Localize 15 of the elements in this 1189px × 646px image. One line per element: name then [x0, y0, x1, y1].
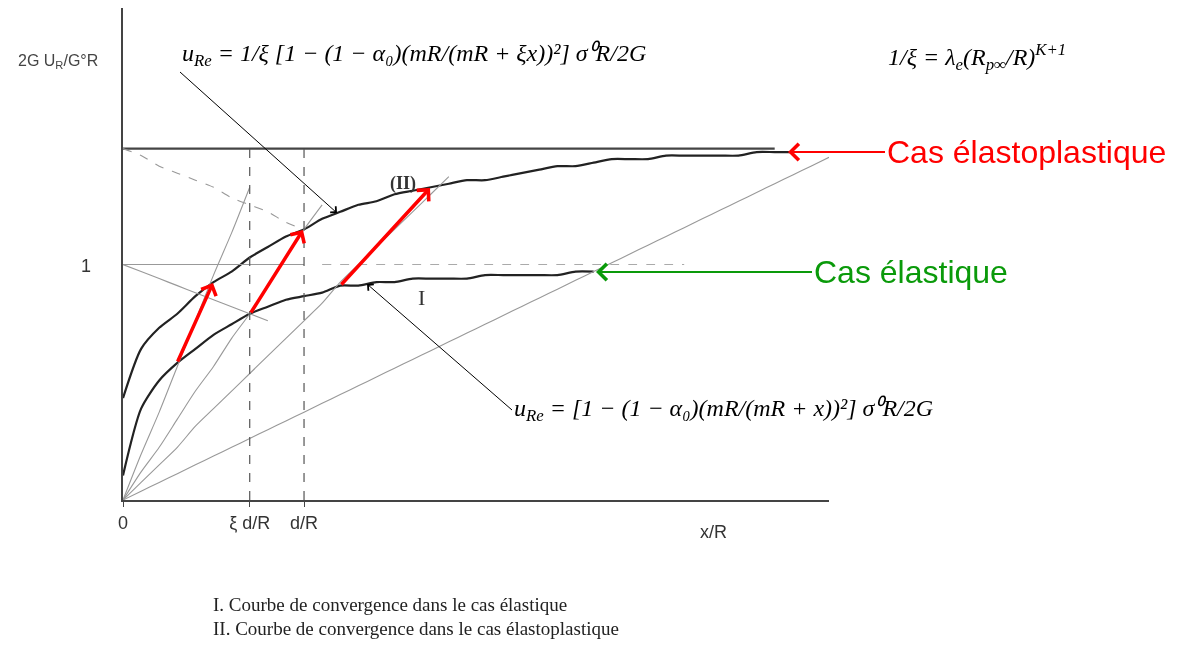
annotation: (II): [390, 173, 416, 194]
text: II. Courbe de convergence dans le cas élastoplastique: [213, 618, 619, 639]
x-tick-label: d/R: [290, 512, 319, 533]
text: I. Courbe de convergence dans le cas élastique: [213, 594, 568, 615]
text: 1/ξ = λ$_{e}$(R$_{p∞}$/R)$^{K+1}$: [888, 40, 1067, 75]
x-tick-label: ξ d/R: [229, 512, 271, 533]
y-axis-title: 2G U$_{R}$/G°R: [18, 52, 99, 72]
text: Cas élastoplastique: [887, 134, 1167, 170]
x-axis-title: x/R: [700, 522, 727, 542]
text: 1: [81, 256, 92, 276]
annotation: I: [418, 285, 426, 310]
x-tick-label: 0: [117, 512, 129, 533]
annotation: u$_{Re}$ = [1 − (1 − α₀)(mR/(mR + x))²] σ⁰R/2G: [514, 395, 934, 426]
text: u$_{Re}$ = 1/ξ [1 − (1 − α₀)(mR/(mR + ξx))²] σ⁰R/2G: [182, 40, 647, 71]
annotation: Cas élastique: [814, 254, 1008, 290]
